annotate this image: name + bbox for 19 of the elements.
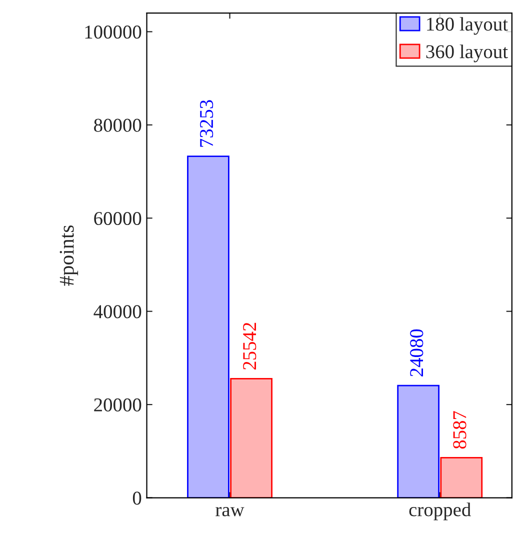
legend-label: 180 layout — [427, 17, 508, 35]
y-tick-label: 0 — [132, 492, 142, 505]
y-axis-title: #points — [60, 225, 78, 286]
y-tick-label: 100000 — [85, 26, 142, 39]
y-tick-label: 60000 — [94, 212, 142, 226]
y-tick-label: 80000 — [94, 118, 142, 132]
bar — [187, 156, 230, 498]
data-label: 73253 — [200, 100, 214, 147]
bar — [230, 378, 272, 498]
x-tick-label: cropped — [409, 502, 471, 520]
legend-label: 360 layout — [426, 44, 508, 62]
x-tick-label: raw — [216, 506, 244, 516]
data-label: 24080 — [410, 329, 424, 376]
bar — [397, 384, 440, 498]
y-tick-label: 40000 — [94, 305, 142, 318]
data-label: 25542 — [243, 322, 256, 370]
data-label: 8587 — [453, 411, 466, 449]
y-tick-label: 20000 — [94, 398, 142, 412]
bar — [440, 457, 483, 498]
